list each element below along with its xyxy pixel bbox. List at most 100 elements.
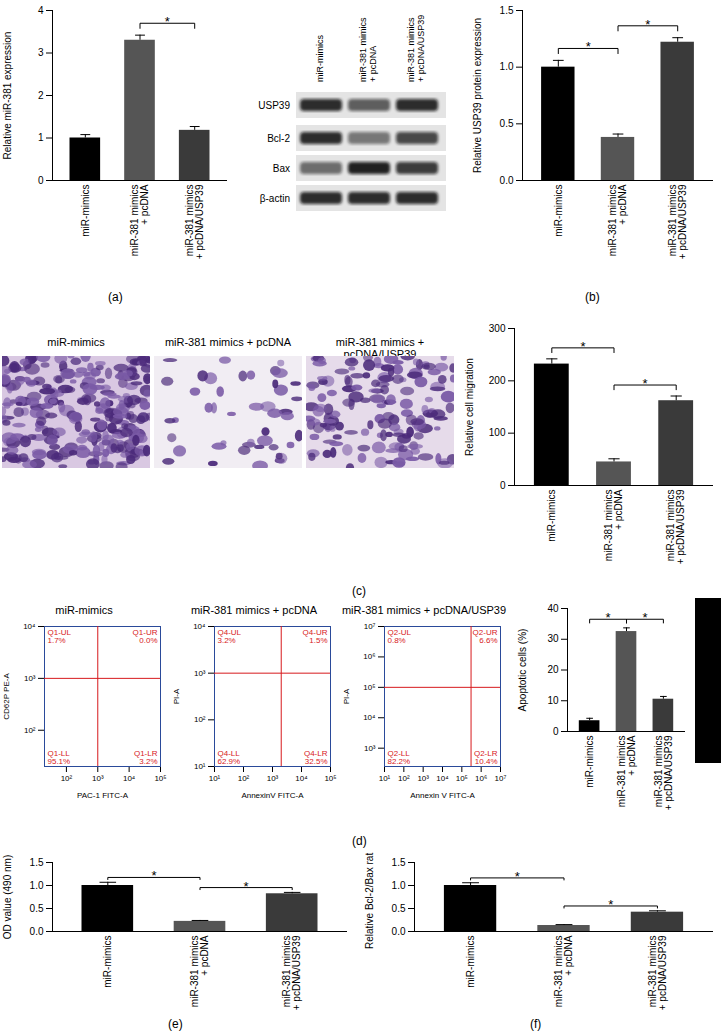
svg-text:10⁴: 10⁴ <box>193 622 206 631</box>
svg-text:1.5: 1.5 <box>500 5 514 16</box>
svg-text:10¹: 10¹ <box>194 762 206 771</box>
svg-text:miR-mimics: miR-mimics <box>553 185 564 237</box>
svg-text:1.5: 1.5 <box>30 857 44 868</box>
svg-text:10³: 10³ <box>364 744 376 753</box>
svg-text:miR-381 mimics+ pcDNA: miR-381 mimics+ pcDNA <box>603 489 624 561</box>
svg-text:100: 100 <box>489 427 506 438</box>
svg-text:miR-381 mimics+ pcDNA/USP39: miR-381 mimics+ pcDNA/USP39 <box>406 15 426 82</box>
svg-text:CD62P PE-A: CD62P PE-A <box>2 673 11 720</box>
svg-text:miR-381 mimics+ pcDNA: miR-381 mimics+ pcDNA <box>129 184 150 256</box>
svg-text:Q1-UL1.7%: Q1-UL1.7% <box>48 628 72 645</box>
svg-text:Q4-LL62.9%: Q4-LL62.9% <box>218 749 241 766</box>
svg-text:Q2-LR10.4%: Q2-LR10.4% <box>474 749 498 766</box>
svg-text:1.5: 1.5 <box>392 857 406 868</box>
svg-text:*: * <box>151 868 156 883</box>
svg-text:1: 1 <box>38 132 44 143</box>
svg-text:10⁷: 10⁷ <box>364 622 376 631</box>
svg-text:Q4-UR1.5%: Q4-UR1.5% <box>303 628 328 645</box>
svg-text:10²: 10² <box>238 774 250 783</box>
svg-text:miR-381 mimics+ pcDNA: miR-381 mimics+ pcDNA <box>616 735 637 807</box>
svg-text:10³: 10³ <box>92 774 104 783</box>
svg-text:0: 0 <box>553 726 559 737</box>
svg-text:0.5: 0.5 <box>30 903 44 914</box>
svg-text:0: 0 <box>500 480 506 491</box>
svg-text:*: * <box>645 17 650 32</box>
svg-text:10: 10 <box>547 695 559 706</box>
svg-text:4: 4 <box>38 5 44 16</box>
svg-text:*: * <box>165 14 170 29</box>
svg-text:10³: 10³ <box>194 669 206 678</box>
svg-text:10⁴: 10⁴ <box>295 774 308 783</box>
svg-text:miR-mimics: miR-mimics <box>546 490 557 542</box>
svg-text:10²: 10² <box>61 774 73 783</box>
svg-text:10⁴: 10⁴ <box>436 774 449 783</box>
svg-text:*: * <box>580 339 585 354</box>
svg-text:miR-381 mimics+ pcDNA: miR-381 mimics+ pcDNA <box>553 935 574 1007</box>
svg-text:OD value (490 nm): OD value (490 nm) <box>2 855 13 939</box>
svg-text:PI-A: PI-A <box>342 688 351 704</box>
svg-text:10⁵: 10⁵ <box>154 774 166 783</box>
svg-text:miR-381 mimics+ pcDNA: miR-381 mimics+ pcDNA <box>607 184 628 256</box>
svg-text:10⁷: 10⁷ <box>495 774 507 783</box>
svg-text:0.0: 0.0 <box>30 926 44 937</box>
svg-text:1.0: 1.0 <box>392 880 406 891</box>
svg-text:10⁵: 10⁵ <box>456 774 468 783</box>
svg-text:10⁴: 10⁴ <box>123 774 136 783</box>
svg-text:10⁴: 10⁴ <box>363 713 376 722</box>
svg-text:10²: 10² <box>398 774 410 783</box>
svg-text:miR-mimics: miR-mimics <box>315 35 325 82</box>
svg-text:10⁶: 10⁶ <box>363 652 375 661</box>
svg-text:10³: 10³ <box>267 774 279 783</box>
svg-text:Q1-LL95.1%: Q1-LL95.1% <box>48 749 71 766</box>
svg-text:Annexin V FITC-A: Annexin V FITC-A <box>410 791 475 800</box>
svg-text:PI-A: PI-A <box>172 688 181 704</box>
svg-text:Q2-LL82.2%: Q2-LL82.2% <box>388 749 411 766</box>
svg-text:miR-mimics: miR-mimics <box>102 936 113 988</box>
svg-text:30: 30 <box>547 633 559 644</box>
svg-text:40: 40 <box>547 603 559 614</box>
svg-text:0.0: 0.0 <box>392 926 406 937</box>
svg-text:10³: 10³ <box>24 674 36 683</box>
svg-text:PAC-1 FITC-A: PAC-1 FITC-A <box>77 791 129 800</box>
svg-text:*: * <box>642 610 647 625</box>
svg-text:10⁵: 10⁵ <box>324 774 336 783</box>
svg-text:USP39: USP39 <box>258 100 290 111</box>
svg-text:Q1-LR3.2%: Q1-LR3.2% <box>134 749 158 766</box>
svg-text:β-actin: β-actin <box>260 193 290 204</box>
svg-text:Relative miR-381 expression: Relative miR-381 expression <box>2 32 13 160</box>
svg-text:200: 200 <box>489 375 506 386</box>
svg-text:Q2-UR6.6%: Q2-UR6.6% <box>473 628 498 645</box>
svg-text:miR-381 mimics+ pcDNA/USP39: miR-381 mimics+ pcDNA/USP39 <box>665 489 686 564</box>
svg-text:Bcl-2: Bcl-2 <box>267 133 290 144</box>
svg-text:10²: 10² <box>194 715 206 724</box>
svg-text:*: * <box>606 610 611 625</box>
svg-text:miR-381 mimics+ pcDNA/USP39: miR-381 mimics+ pcDNA/USP39 <box>653 735 674 810</box>
svg-text:10¹: 10¹ <box>379 774 391 783</box>
svg-text:Q4-UL3.2%: Q4-UL3.2% <box>218 628 242 645</box>
svg-text:miR-381 mimics+ pcDNA: miR-381 mimics+ pcDNA <box>358 17 378 82</box>
svg-text:10⁶: 10⁶ <box>475 774 487 783</box>
svg-text:*: * <box>244 879 249 894</box>
svg-text:Q1-UR0.0%: Q1-UR0.0% <box>133 628 158 645</box>
svg-text:10²: 10² <box>24 726 36 735</box>
svg-text:0: 0 <box>38 175 44 186</box>
svg-text:*: * <box>586 39 591 54</box>
svg-text:10⁵: 10⁵ <box>363 683 375 692</box>
svg-text:10⁴: 10⁴ <box>23 622 36 631</box>
svg-text:2: 2 <box>38 90 44 101</box>
svg-text:*: * <box>643 376 648 391</box>
svg-text:*: * <box>608 897 613 912</box>
svg-text:Relative USP39 protein express: Relative USP39 protein expression <box>472 18 483 173</box>
svg-text:miR-381 mimics+ pcDNA/USP39: miR-381 mimics+ pcDNA/USP39 <box>667 184 688 259</box>
svg-text:10³: 10³ <box>417 774 429 783</box>
svg-text:0.0: 0.0 <box>500 175 514 186</box>
svg-text:miR-381 mimics+ pcDNA/USP39: miR-381 mimics+ pcDNA/USP39 <box>184 184 205 259</box>
svg-text:300: 300 <box>489 323 506 334</box>
svg-text:miR-mimics: miR-mimics <box>80 185 91 237</box>
svg-text:10¹: 10¹ <box>209 774 221 783</box>
svg-text:1.0: 1.0 <box>500 61 514 72</box>
svg-text:Relative cell migration: Relative cell migration <box>464 358 475 456</box>
svg-text:3: 3 <box>38 47 44 58</box>
svg-text:miR-mimics: miR-mimics <box>465 936 476 988</box>
svg-text:Q2-UL0.8%: Q2-UL0.8% <box>388 628 412 645</box>
